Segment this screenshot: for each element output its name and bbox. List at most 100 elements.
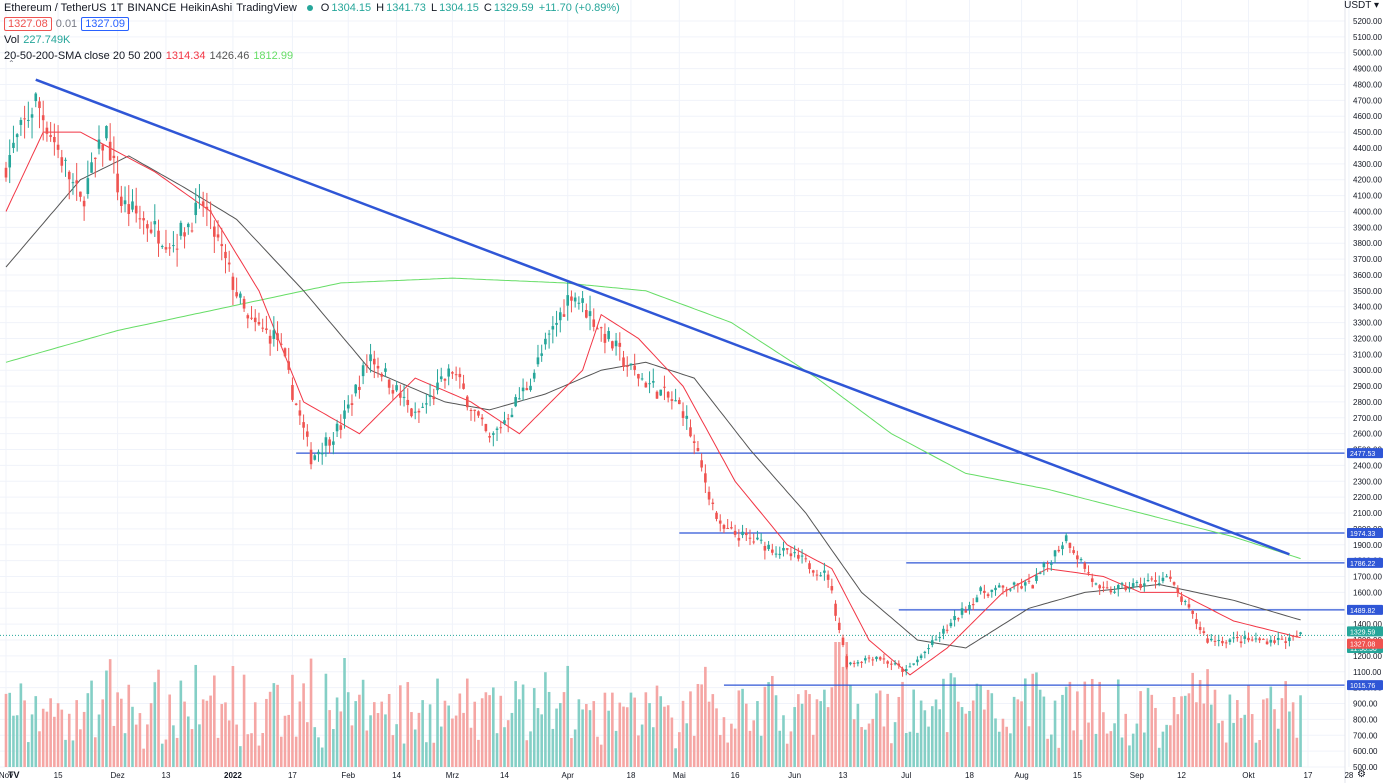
candle-body (406, 399, 410, 406)
volume-bar (49, 698, 52, 767)
candle-body (934, 639, 938, 641)
settings-gear-icon[interactable]: ⚙ (1357, 769, 1366, 780)
candle-body (1172, 582, 1176, 585)
volume-bar (800, 703, 804, 767)
volume-bar (778, 730, 782, 767)
candle-body (354, 384, 357, 394)
candle-body (253, 317, 257, 323)
x-tick-label: 15 (54, 771, 63, 780)
candle-body (611, 341, 614, 349)
candle-body (823, 570, 826, 573)
y-tick-label: 3900.00 (1353, 223, 1382, 232)
volume-bar (30, 714, 34, 767)
y-tick-label: 4700.00 (1353, 96, 1382, 105)
y-tick-label: 4600.00 (1353, 112, 1382, 121)
volume-bar (116, 692, 119, 767)
interval[interactable]: 1T (110, 2, 124, 14)
candle-body (79, 191, 82, 197)
candle-body (67, 171, 71, 180)
sma-legend[interactable]: 20-50-200-SMA close 20 50 200 1314.34 14… (4, 50, 294, 62)
currency-selector[interactable]: USDT ▾ (1344, 0, 1379, 11)
candle-body (864, 658, 867, 661)
candle-body (8, 155, 12, 168)
volume-bar (923, 710, 927, 767)
candle-body (324, 437, 328, 446)
volume-bar (570, 738, 573, 767)
candle-body (477, 411, 480, 416)
candle-body (544, 338, 547, 345)
volume-bar (975, 683, 979, 767)
candle-body (1120, 583, 1124, 585)
y-tick-label: 800.00 (1353, 715, 1378, 724)
volume-bar (521, 684, 525, 767)
volume-bar (849, 684, 852, 767)
volume-bar (1243, 714, 1247, 767)
volume-bar (313, 727, 317, 767)
x-tick-label: Nov (0, 771, 13, 780)
volume-bar (79, 729, 82, 767)
x-tick-label: 17 (288, 771, 297, 780)
candle-body (674, 400, 677, 402)
candle-body (458, 373, 462, 378)
candle-body (730, 527, 733, 529)
buy-price-button[interactable]: 1327.09 (81, 17, 129, 31)
y-tick-label: 3400.00 (1353, 303, 1382, 312)
bid-ask-row: 1327.08 0.01 1327.09 (4, 16, 622, 32)
y-tick-label: 3000.00 (1353, 366, 1382, 375)
candle-body (239, 293, 242, 298)
candle-body (994, 587, 997, 591)
candle-body (1068, 542, 1072, 548)
volume-bar (1258, 740, 1261, 767)
volume-bar (56, 703, 60, 767)
volume-bar (1284, 681, 1287, 767)
symbol-name[interactable]: Ethereum / TetherUS (4, 2, 107, 14)
y-tick-label: 3500.00 (1353, 287, 1382, 296)
volume-bar (324, 673, 328, 767)
candle-body (421, 406, 424, 408)
candle-body (938, 636, 942, 638)
candle-body (540, 353, 543, 356)
x-tick-label: 18 (965, 771, 974, 780)
volume-bar (744, 703, 748, 767)
y-tick-label: 700.00 (1353, 731, 1378, 740)
volume-bar (808, 694, 811, 767)
collapse-legend-chevron-icon[interactable]: ⌃ (8, 59, 15, 68)
volume-bar (774, 695, 778, 767)
candle-body (235, 292, 238, 297)
candle-body (737, 537, 741, 541)
candle-body (1269, 639, 1273, 643)
market-status-icon[interactable] (306, 5, 313, 11)
candle-body (771, 549, 774, 553)
volume-bar (213, 675, 216, 767)
volume-bar (201, 699, 205, 767)
sell-price-button[interactable]: 1327.08 (4, 17, 52, 31)
x-tick-label: 28 (1344, 771, 1353, 780)
volume-bar (629, 692, 633, 767)
volume-bar (696, 683, 700, 767)
candle-body (919, 655, 923, 658)
volume-bar (1157, 747, 1161, 767)
volume-bar (1299, 695, 1302, 767)
candle-body (912, 663, 915, 665)
volume-bar (309, 658, 313, 767)
candle-body (849, 662, 852, 665)
volume-bar (384, 714, 387, 767)
x-tick-label: Mai (673, 771, 686, 780)
candle-body (949, 622, 953, 627)
candle-body (205, 206, 209, 210)
candle-body (410, 408, 413, 417)
volume-bar (562, 692, 566, 767)
level-price-label: 1489.82 (1350, 608, 1375, 615)
x-tick-label: Sep (1130, 771, 1145, 780)
candle-body (1202, 631, 1206, 634)
candle-body (908, 666, 912, 668)
candle-body (186, 223, 190, 228)
candle-body (1020, 586, 1023, 589)
volume-bar (830, 687, 834, 767)
candle-body (1064, 535, 1068, 542)
volume-legend[interactable]: Vol 227.749K (4, 34, 71, 46)
volume-bar (510, 712, 514, 767)
volume-bar (726, 742, 729, 767)
volume-bar (585, 704, 588, 767)
